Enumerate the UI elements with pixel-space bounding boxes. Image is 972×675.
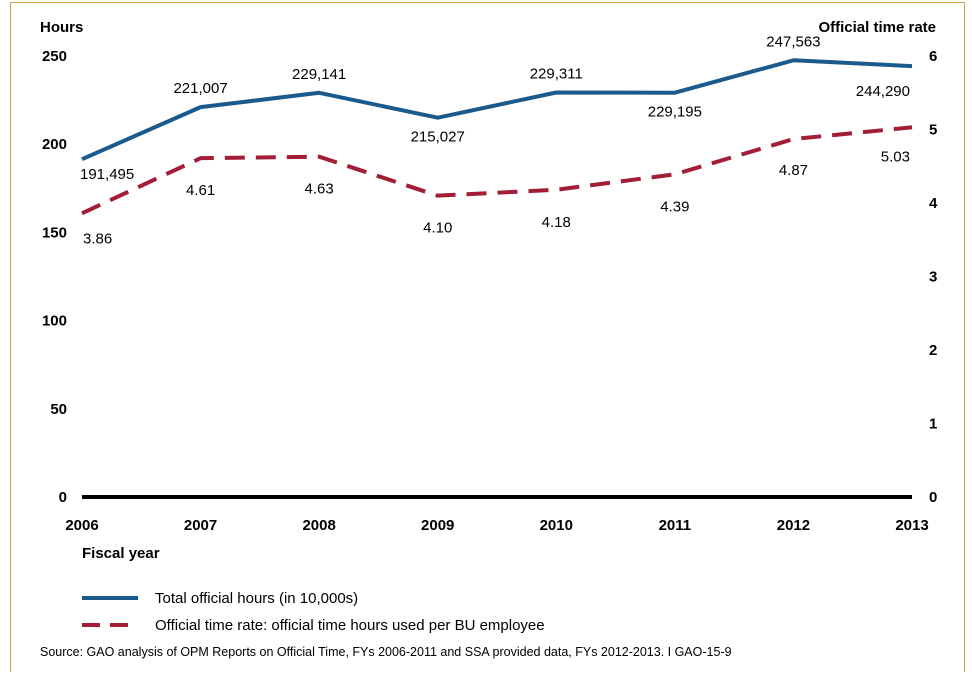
data-label-rate: 4.61 (186, 182, 215, 199)
x-tick-label: 2010 (540, 517, 573, 534)
x-tick-label: 2008 (302, 517, 335, 534)
data-label-rate: 4.39 (660, 198, 689, 215)
data-label-rate: 3.86 (83, 230, 112, 247)
chart-frame (10, 2, 965, 672)
x-tick-label: 2011 (659, 517, 692, 534)
y-left-tick-label: 0 (59, 489, 67, 506)
data-label-hours: 247,563 (766, 33, 820, 50)
data-label-hours: 229,141 (292, 66, 346, 83)
y-left-ticks: 0 50 100 150 200 250 (42, 48, 67, 506)
data-label-hours: 244,290 (856, 83, 910, 100)
x-tick-label: 2006 (65, 517, 98, 534)
data-label-hours: 229,195 (648, 104, 702, 121)
x-tick-label: 2007 (184, 517, 217, 534)
data-label-hours: 215,027 (411, 129, 465, 146)
y-right-tick-label: 2 (929, 342, 937, 359)
series-line-total-hours (81, 58, 913, 162)
series-layer (81, 58, 913, 216)
y-right-tick-label: 3 (929, 269, 937, 286)
y-right-tick-label: 0 (929, 489, 937, 506)
data-label-rate: 5.03 (881, 148, 910, 165)
legend-label-rate: Official time rate: official time hours … (155, 617, 545, 634)
data-label-rate: 4.87 (779, 162, 808, 179)
legend: Total official hours (in 10,000s) Offici… (82, 590, 545, 634)
y-right-tick-label: 5 (929, 122, 937, 139)
y-right-tick-label: 4 (929, 195, 938, 212)
y-left-tick-label: 100 (42, 313, 67, 330)
y-left-tick-label: 200 (42, 136, 67, 153)
y-left-tick-label: 50 (50, 401, 67, 418)
y-left-tick-label: 250 (42, 48, 67, 65)
data-label-hours: 221,007 (173, 80, 227, 97)
data-label-hours: 191,495 (80, 166, 134, 183)
x-tick-label: 2012 (777, 517, 810, 534)
source-note: Source: GAO analysis of OPM Reports on O… (40, 645, 732, 659)
y-right-ticks: 0 1 2 3 4 5 6 (929, 48, 938, 506)
x-tick-labels: 2006 2007 2008 2009 2010 2011 2012 2013 (65, 517, 928, 534)
data-label-rate: 4.63 (305, 181, 334, 198)
x-tick-label: 2013 (895, 517, 928, 534)
data-label-hours: 229,311 (530, 65, 583, 82)
series-line-time-rate (81, 125, 913, 216)
y-right-tick-label: 1 (929, 416, 937, 433)
x-tick-label: 2009 (421, 517, 454, 534)
y-left-tick-label: 150 (42, 224, 67, 241)
y-right-tick-label: 6 (929, 48, 937, 65)
data-label-rate: 4.18 (542, 214, 571, 231)
y-right-axis-title: Official time rate (818, 19, 936, 36)
x-axis-title: Fiscal year (82, 545, 160, 562)
y-left-axis-title: Hours (40, 19, 83, 36)
data-label-rate: 4.10 (423, 220, 452, 237)
legend-label-hours: Total official hours (in 10,000s) (155, 590, 358, 607)
data-labels: 191,495 221,007 229,141 215,027 229,311 229,1… (80, 33, 910, 247)
